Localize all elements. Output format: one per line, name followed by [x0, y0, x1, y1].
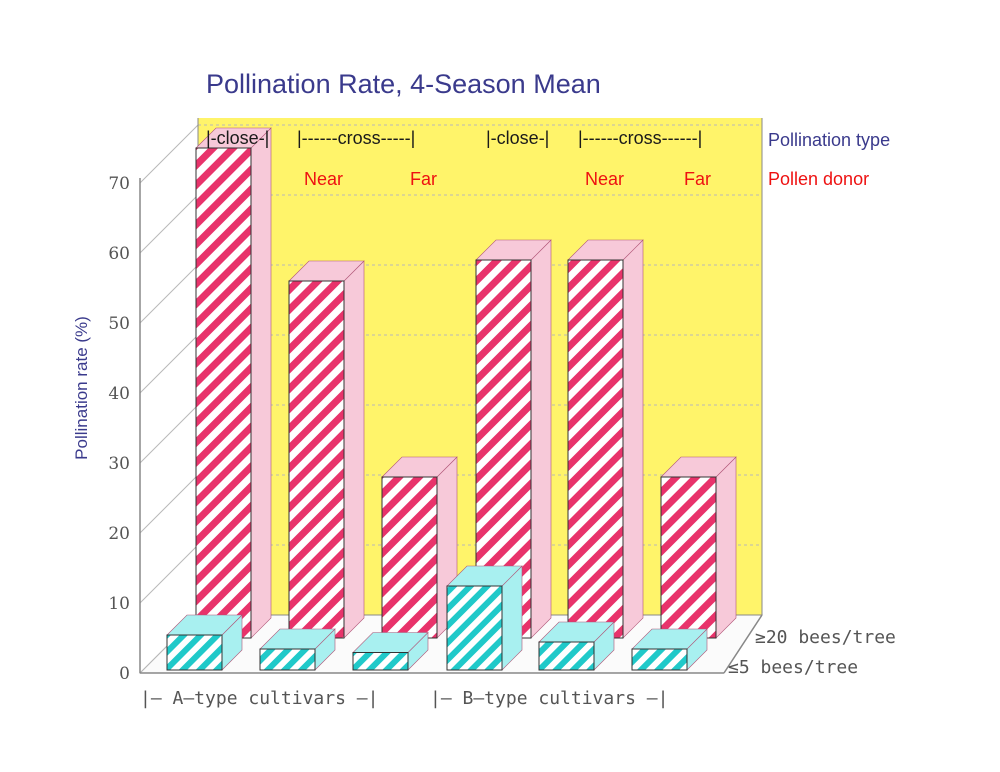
- bar-low-2: [352, 652, 409, 671]
- grid-diag-1: [139, 544, 199, 604]
- pollen-donor-label: Pollen donor: [768, 169, 869, 189]
- pollination-type-header: |-close-| |------cross-----| |-close-| |…: [206, 128, 890, 150]
- y-tick-label-6: 60: [108, 244, 130, 264]
- grid-diag-6: [139, 194, 199, 254]
- grid-diag-2: [139, 474, 199, 534]
- y-tick-label-2: 20: [108, 524, 130, 544]
- grid-diag-7: [139, 124, 199, 184]
- bar-low-0: [166, 634, 223, 671]
- bar-low-5: [631, 648, 688, 671]
- pollen-donor-header: Near Far Near Far Pollen donor: [304, 169, 869, 189]
- header-segment-4: |------cross------|: [578, 128, 702, 148]
- y-tick-label-1: 10: [108, 594, 130, 614]
- bar-high-5-side: [715, 456, 737, 639]
- y-tick-label-4: 40: [108, 384, 130, 404]
- donor-label-b-near: Near: [585, 169, 624, 189]
- chart-title: Pollination Rate, 4-Season Mean: [206, 69, 601, 99]
- y-tick-label-5: 50: [108, 314, 130, 334]
- y-tick-label-0: 0: [119, 664, 130, 684]
- donor-label-a-near: Near: [304, 169, 343, 189]
- legend-low-bees: ≤5 bees/tree: [728, 657, 858, 678]
- header-segment-3: |-close-|: [486, 128, 549, 148]
- header-segment-1: |-close-|: [206, 128, 269, 148]
- bar-high-1: [288, 280, 345, 639]
- grid-diag-3: [139, 404, 199, 464]
- bar-high-1-side: [343, 260, 365, 639]
- bar-high-4-side: [622, 239, 644, 639]
- grid-diag-4: [139, 334, 199, 394]
- y-tick-label-3: 30: [108, 454, 130, 474]
- grid-diag-5: [139, 264, 199, 324]
- bar-high-0-side: [250, 127, 272, 639]
- bar-high-5: [660, 476, 717, 639]
- bar-high-2: [381, 476, 438, 639]
- bar-high-4: [567, 259, 624, 639]
- bar-low-3: [446, 585, 503, 671]
- header-segment-2: |------cross-----|: [297, 128, 415, 148]
- series-low-bees: [166, 565, 708, 671]
- y-axis-label: Pollination rate (%): [72, 316, 91, 460]
- donor-label-a-far: Far: [410, 169, 437, 189]
- legend-high-bees: ≥20 bees/tree: [755, 627, 896, 648]
- bar-low-1: [259, 648, 316, 671]
- group-label-b: |– B–type cultivars –|: [430, 688, 668, 709]
- bar-low-4: [538, 641, 595, 671]
- pollination-type-label: Pollination type: [768, 130, 890, 150]
- depth-axis: [723, 614, 763, 674]
- y-tick-label-7: 70: [108, 174, 130, 194]
- group-label-a: |– A–type cultivars –|: [140, 688, 378, 709]
- donor-label-b-far: Far: [684, 169, 711, 189]
- bar-high-0: [195, 147, 252, 639]
- bar-high-3-side: [530, 239, 552, 639]
- y-tick-labels: 0 10 20 30 40 50 60 70: [108, 174, 130, 684]
